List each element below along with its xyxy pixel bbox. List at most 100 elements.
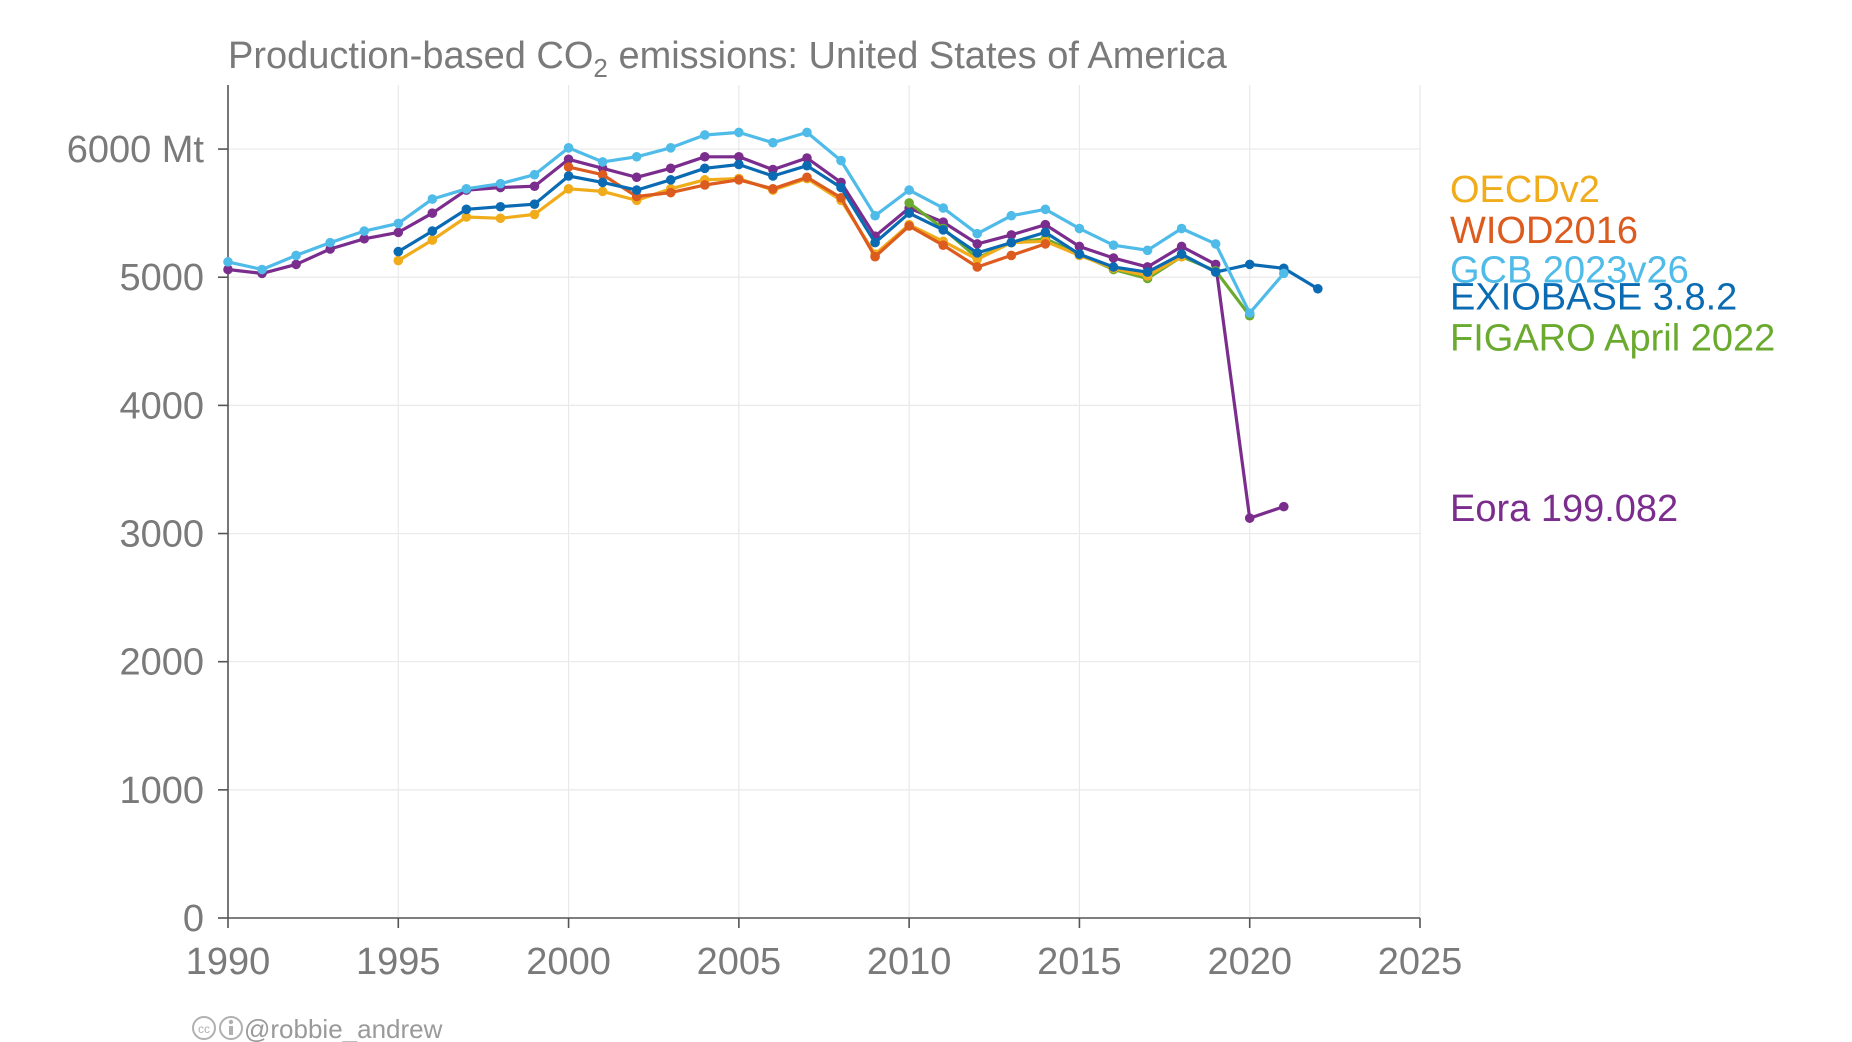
data-point [1006, 250, 1017, 261]
data-point [563, 171, 574, 181]
data-point [393, 255, 404, 266]
data-point [223, 257, 233, 267]
series-lines [223, 127, 1323, 523]
series-line [227, 155, 1285, 520]
data-point [223, 264, 233, 275]
legend-entry-oecdv2[interactable]: OECDv2 [1450, 169, 1600, 211]
data-point [904, 221, 914, 231]
data-point [495, 213, 506, 224]
data-point [904, 208, 914, 218]
data-point [904, 198, 914, 208]
gridlines [228, 85, 1421, 918]
data-point [1176, 249, 1187, 259]
data-point [257, 264, 267, 275]
data-point [972, 248, 983, 258]
data-point [1040, 227, 1051, 238]
data-point [529, 209, 540, 220]
data-point [972, 262, 983, 272]
data-point [461, 184, 472, 194]
data-point [870, 251, 880, 262]
y-tick-label: 0 [183, 898, 204, 940]
data-point [1074, 223, 1085, 234]
chart-title-subscript: 2 [593, 53, 607, 83]
data-point [597, 177, 608, 188]
data-point [1210, 267, 1221, 277]
data-point [359, 233, 370, 244]
data-point [700, 130, 710, 140]
series-gcb-2023v26 [223, 127, 1289, 318]
data-point [529, 181, 540, 192]
data-point [768, 184, 778, 194]
x-tick-label: 2010 [867, 941, 952, 983]
data-point [700, 180, 710, 190]
data-point [563, 142, 574, 153]
data-point [870, 237, 880, 248]
data-point [836, 182, 846, 193]
data-point [938, 240, 948, 250]
data-point [393, 218, 404, 229]
data-point [665, 175, 676, 185]
series-line [397, 162, 1319, 291]
data-point [1040, 204, 1051, 215]
svg-text:cc: cc [198, 1022, 210, 1036]
data-point [972, 228, 983, 239]
cc-license-icon: cc [192, 1016, 216, 1040]
data-point [1142, 245, 1153, 256]
data-point [597, 169, 608, 180]
y-tick-label: 6000 Mt [67, 129, 205, 171]
data-point [1040, 219, 1051, 230]
data-point [291, 250, 301, 261]
axes: 0 1000 2000 3000 4000 5000 6000 Mt 1990 1995 2000… [67, 85, 1462, 983]
chart-title: Production-based CO2 emissions: United S… [228, 35, 1228, 83]
data-point [1278, 501, 1289, 512]
data-point [802, 153, 812, 163]
data-point [700, 163, 710, 174]
data-point [1006, 230, 1017, 240]
data-point [393, 227, 404, 238]
data-point [665, 187, 676, 198]
data-point [427, 235, 438, 245]
legend[interactable]: Eora 199.082 FIGARO April 2022 OECDv2WIOD2… [1450, 169, 1775, 530]
data-point [700, 151, 710, 162]
data-point [768, 137, 778, 148]
legend-entry-eora-199-082[interactable]: Eora 199.082 [1450, 488, 1678, 530]
data-point [802, 172, 812, 183]
data-point [938, 225, 948, 235]
x-tick-label: 1995 [356, 941, 441, 983]
data-point [768, 171, 778, 181]
data-point [802, 160, 812, 171]
series-line [397, 177, 1183, 278]
data-point [461, 212, 472, 222]
data-point [734, 175, 744, 185]
legend-entry-gcb-2023v26[interactable]: GCB 2023v26 [1450, 250, 1689, 292]
legend-entry-exiobase-3-8-2[interactable]: EXIOBASE 3.8.2 [1450, 276, 1737, 318]
legend-entry-figaro-april-2022[interactable]: FIGARO April 2022 [1450, 317, 1775, 359]
data-point [427, 226, 438, 236]
legend-entry-wiod2016[interactable]: WIOD2016 [1450, 210, 1638, 252]
data-point [1074, 249, 1085, 259]
data-point [461, 204, 472, 215]
data-point [427, 208, 438, 218]
data-point [1006, 237, 1017, 248]
data-point [495, 178, 506, 189]
data-point [1210, 239, 1221, 249]
data-point [972, 239, 983, 249]
data-point [734, 151, 744, 162]
data-point [563, 154, 574, 165]
data-point [870, 210, 880, 221]
data-point [1006, 210, 1017, 221]
chart-title-suffix: emissions: United States of America [608, 35, 1228, 77]
data-point [1176, 241, 1187, 252]
data-point [1313, 283, 1323, 294]
data-point [1278, 268, 1289, 279]
data-point [631, 185, 642, 195]
x-tick-label: 1990 [186, 941, 271, 983]
data-point [734, 127, 744, 138]
data-point [665, 163, 676, 174]
x-tick-label: 2005 [697, 941, 782, 983]
data-point [1108, 262, 1119, 272]
data-point [291, 259, 301, 270]
data-point [836, 155, 846, 166]
data-point [734, 159, 744, 170]
